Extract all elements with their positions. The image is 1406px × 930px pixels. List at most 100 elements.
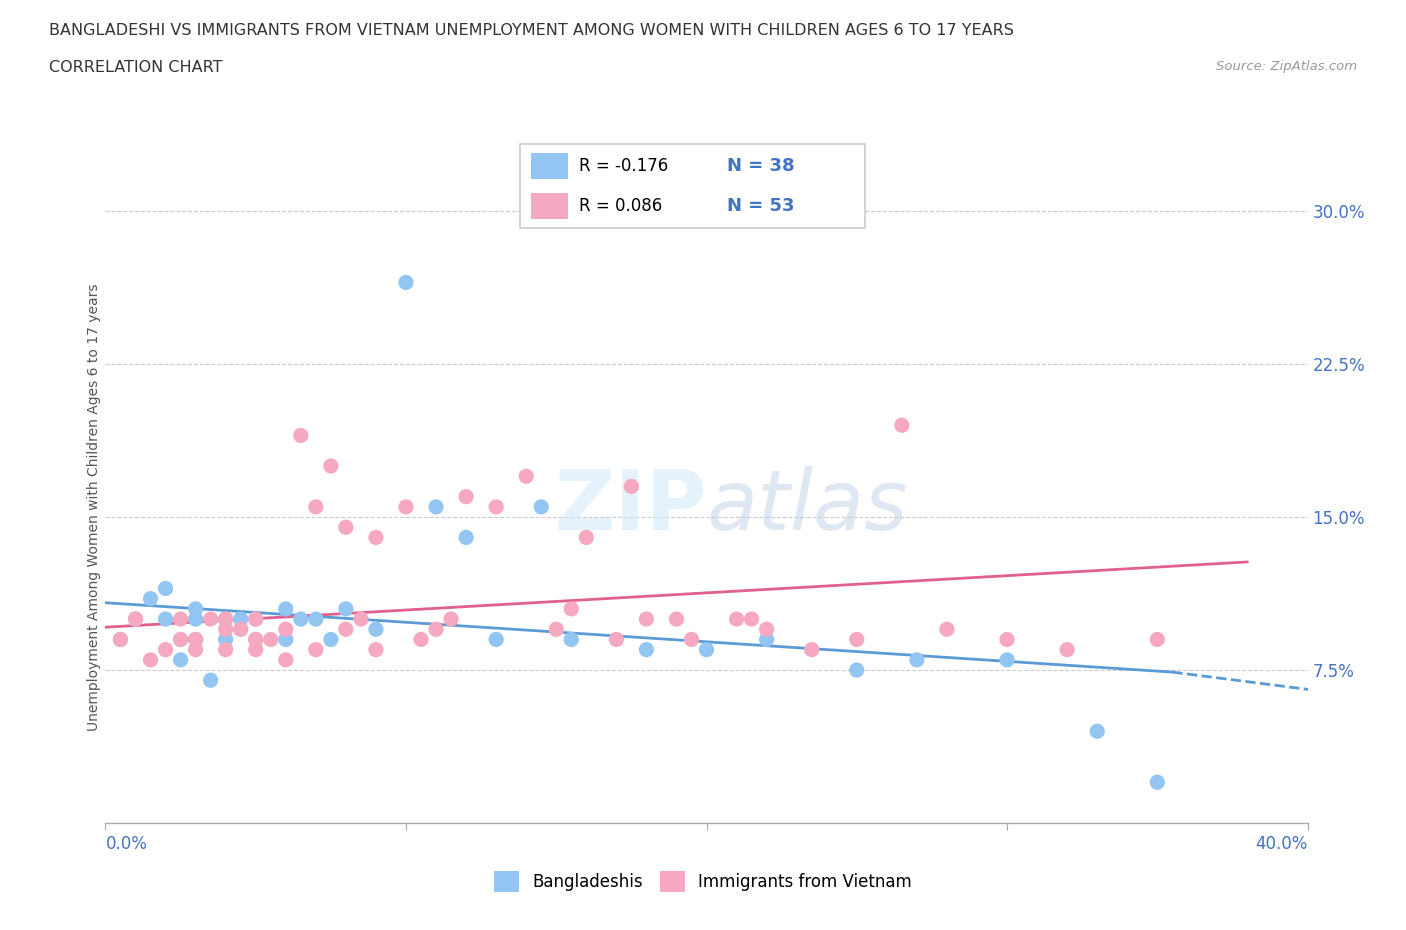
Point (350, 612, 373, 627)
Point (425, 499, 447, 514)
Point (184, 612, 207, 627)
Point (1146, 775, 1168, 790)
Text: R = 0.086: R = 0.086 (579, 197, 662, 215)
Point (636, 612, 658, 627)
Point (200, 672, 222, 687)
Point (395, 275, 418, 290)
Point (620, 479, 643, 494)
Point (274, 653, 297, 668)
Legend: Bangladeshis, Immigrants from Vietnam: Bangladeshis, Immigrants from Vietnam (488, 865, 918, 898)
Point (636, 643, 658, 658)
Point (319, 458, 342, 473)
Point (755, 622, 778, 637)
Point (454, 489, 477, 504)
Point (229, 612, 252, 627)
Point (485, 499, 508, 514)
Point (214, 612, 236, 627)
Text: R = -0.176: R = -0.176 (579, 157, 668, 175)
Point (274, 632, 297, 647)
Point (575, 530, 598, 545)
Point (454, 530, 477, 545)
Point (665, 612, 688, 627)
Point (800, 643, 823, 658)
Point (155, 581, 177, 596)
Point (696, 643, 718, 658)
Text: 0.0%: 0.0% (105, 835, 148, 854)
Text: 40.0%: 40.0% (1256, 835, 1308, 854)
Point (1146, 632, 1168, 647)
Point (184, 632, 207, 647)
FancyBboxPatch shape (520, 144, 865, 228)
Point (725, 612, 748, 627)
Point (169, 632, 191, 647)
Point (110, 632, 132, 647)
Point (845, 632, 868, 647)
Point (409, 632, 432, 647)
Text: ZIP: ZIP (554, 466, 707, 548)
Point (364, 643, 387, 658)
Point (124, 612, 146, 627)
Point (560, 632, 582, 647)
Point (229, 622, 252, 637)
Text: BANGLADESHI VS IMMIGRANTS FROM VIETNAM UNEMPLOYMENT AMONG WOMEN WITH CHILDREN AG: BANGLADESHI VS IMMIGRANTS FROM VIETNAM U… (49, 23, 1014, 38)
Point (995, 632, 1018, 647)
Point (440, 612, 463, 627)
Point (305, 612, 328, 627)
Point (364, 622, 387, 637)
Point (681, 632, 703, 647)
Text: N = 38: N = 38 (727, 157, 794, 175)
Point (214, 612, 236, 627)
Point (905, 653, 928, 668)
Point (335, 602, 357, 617)
Point (755, 632, 778, 647)
Point (605, 632, 627, 647)
Point (169, 653, 191, 668)
Point (155, 643, 177, 658)
Point (245, 643, 267, 658)
Text: CORRELATION CHART: CORRELATION CHART (49, 60, 222, 75)
Point (335, 520, 357, 535)
Point (530, 499, 553, 514)
Point (485, 632, 508, 647)
Point (845, 662, 868, 677)
Point (305, 499, 328, 514)
Point (200, 612, 222, 627)
Point (184, 643, 207, 658)
Point (245, 632, 267, 647)
Point (139, 591, 162, 606)
Point (124, 612, 146, 627)
Point (260, 632, 283, 647)
Point (319, 632, 342, 647)
Text: Source: ZipAtlas.com: Source: ZipAtlas.com (1216, 60, 1357, 73)
Point (560, 602, 582, 617)
Point (515, 469, 537, 484)
FancyBboxPatch shape (530, 193, 568, 219)
Point (305, 643, 328, 658)
FancyBboxPatch shape (530, 153, 568, 179)
Point (1085, 724, 1108, 738)
Point (245, 612, 267, 627)
Point (229, 622, 252, 637)
Y-axis label: Unemployment Among Women with Children Ages 6 to 17 years: Unemployment Among Women with Children A… (87, 283, 101, 731)
Point (936, 622, 959, 637)
Point (890, 418, 912, 432)
Point (184, 632, 207, 647)
Point (274, 622, 297, 637)
Point (184, 602, 207, 617)
Point (214, 643, 236, 658)
Point (995, 653, 1018, 668)
Point (335, 622, 357, 637)
Point (546, 622, 568, 637)
Text: atlas: atlas (707, 466, 908, 548)
Point (214, 632, 236, 647)
Point (139, 653, 162, 668)
Point (364, 530, 387, 545)
Point (274, 602, 297, 617)
Text: N = 53: N = 53 (727, 197, 794, 215)
Point (169, 612, 191, 627)
Point (741, 612, 763, 627)
Point (425, 622, 447, 637)
Point (245, 612, 267, 627)
Point (110, 632, 132, 647)
Point (245, 632, 267, 647)
